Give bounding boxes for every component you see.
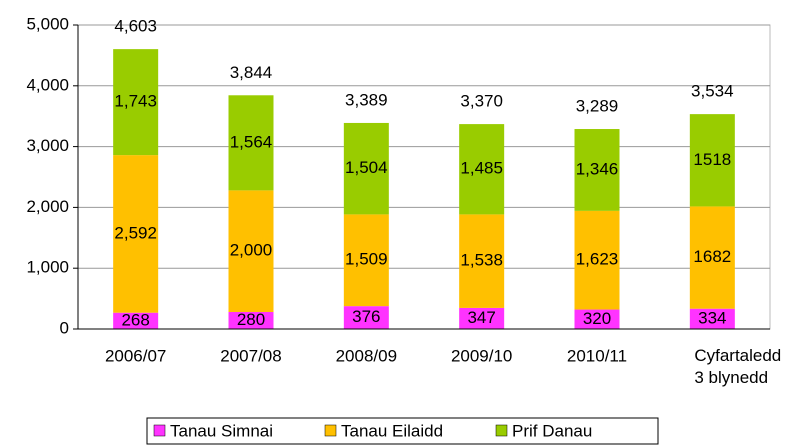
data-label: 334: [698, 308, 726, 327]
data-label: 1,504: [345, 158, 388, 177]
bar-segment: [113, 155, 159, 313]
y-tick-label: 5,000: [26, 14, 69, 33]
data-label: 1,485: [460, 159, 503, 178]
bar-segment: [343, 306, 389, 329]
bar-segment: [459, 124, 505, 215]
bar-segment: [228, 190, 274, 312]
data-label: 320: [583, 309, 611, 328]
bar-segment: [574, 129, 620, 211]
data-label: 1,743: [114, 92, 157, 111]
x-tick-label: 2009/10: [451, 346, 512, 365]
bar-segment: [689, 206, 735, 309]
x-tick-label: 2007/08: [220, 346, 281, 365]
legend-swatch: [324, 424, 337, 437]
legend-swatch: [153, 424, 166, 437]
x-tick-label-line: 3 blynedd: [694, 368, 768, 387]
bar-segment: [343, 214, 389, 307]
total-label: 3,534: [691, 82, 734, 101]
bar-segment: [574, 309, 620, 329]
y-tick-label: 2,000: [26, 197, 69, 216]
bar-segment: [228, 311, 274, 329]
data-label: 1,623: [576, 250, 619, 269]
data-label: 1518: [693, 150, 731, 169]
total-label: 3,389: [345, 90, 388, 109]
data-label: 347: [467, 308, 495, 327]
legend-label: Tanau Eilaidd: [341, 421, 443, 440]
bar-segment: [689, 308, 735, 329]
bar-segment: [459, 214, 505, 308]
total-label: 3,844: [230, 63, 273, 82]
bar-segment: [459, 307, 505, 329]
data-label: 268: [121, 310, 149, 329]
y-tick-label: 0: [60, 318, 69, 337]
bar-segment: [113, 49, 159, 156]
bar-segment: [343, 122, 389, 215]
y-tick-label: 1,000: [26, 258, 69, 277]
data-label: 1,564: [230, 132, 273, 151]
data-label: 2,592: [114, 223, 157, 242]
x-tick-label-line: Cyfartaledd: [694, 346, 781, 365]
total-label: 3,370: [460, 92, 503, 111]
x-tick-label: Cyfartaledd 3 blynedd: [694, 346, 781, 387]
data-label: 1682: [693, 247, 731, 266]
data-label: 2,000: [230, 241, 273, 260]
x-tick-label: 2010/11: [567, 346, 627, 365]
total-label: 3,289: [576, 97, 619, 116]
bar-segment: [228, 95, 274, 191]
total-label: 4,603: [114, 17, 157, 36]
bar-segment: [113, 312, 159, 329]
data-label: 280: [237, 310, 265, 329]
data-label: 1,538: [460, 251, 503, 270]
y-tick-label: 4,000: [26, 75, 69, 94]
data-label: 1,346: [576, 159, 619, 178]
bar-segment: [574, 210, 620, 310]
legend-label: Prif Danau: [512, 421, 592, 440]
bar-segment: [689, 114, 735, 207]
data-label: 1,509: [345, 250, 388, 269]
y-tick-label: 3,000: [26, 136, 69, 155]
data-label: 376: [352, 307, 380, 326]
x-tick-label: 2008/09: [336, 346, 397, 365]
x-tick-label: 2006/07: [105, 346, 166, 365]
legend-swatch: [495, 424, 508, 437]
plot-area: [77, 24, 771, 330]
legend-label: Tanau Simnai: [170, 421, 273, 440]
legend-box: [146, 417, 659, 445]
